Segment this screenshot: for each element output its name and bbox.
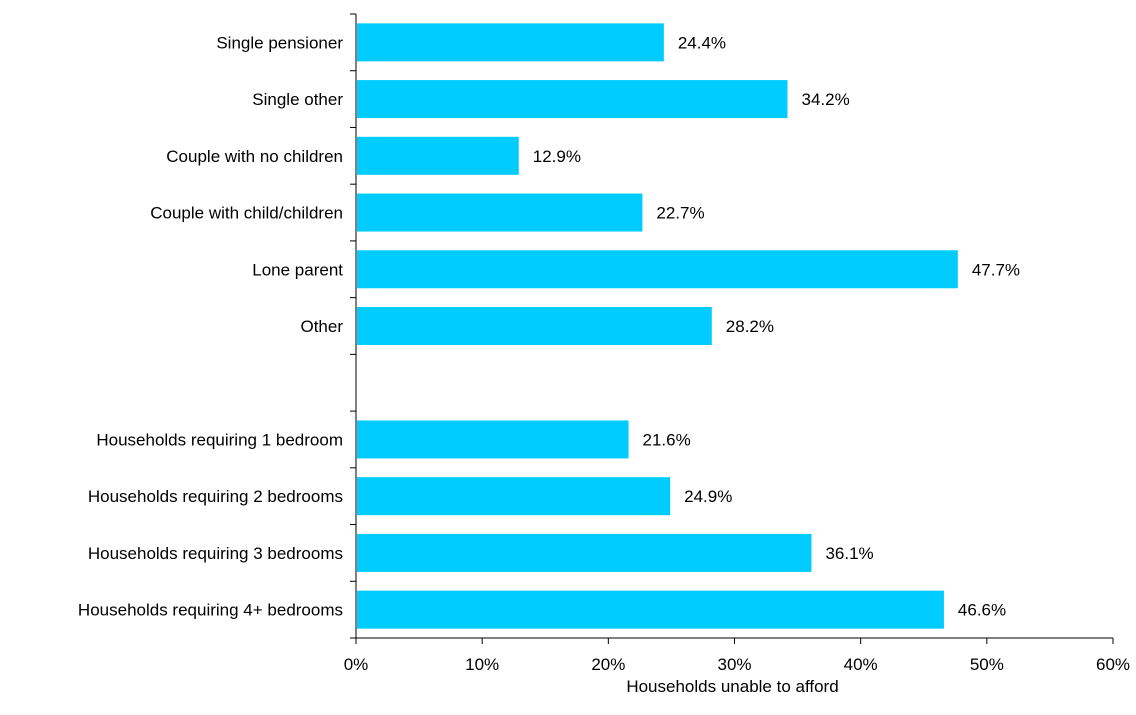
- bar: [357, 136, 519, 175]
- bar: [357, 250, 958, 289]
- category-label: Lone parent: [252, 260, 343, 279]
- data-label: 28.2%: [726, 317, 774, 336]
- bar: [357, 307, 712, 345]
- value-labels-group: 24.4% 34.2% 12.9% 22.7% 47.7% 28.2% 21.6% 24.9%…: [533, 33, 1020, 619]
- data-label: 22.7%: [656, 204, 704, 223]
- x-tick-label: 30%: [717, 655, 751, 674]
- category-label: Households requiring 4+ bedrooms: [78, 601, 343, 620]
- data-label: 47.7%: [972, 260, 1020, 279]
- category-label: Couple with no children: [166, 147, 343, 166]
- category-label: Households requiring 3 bedrooms: [88, 544, 343, 563]
- y-ticks-group: [350, 13, 356, 639]
- category-labels-group: Single pensioner Single other Couple with …: [78, 33, 343, 619]
- bar: [357, 23, 664, 62]
- category-label: Single other: [252, 90, 343, 109]
- category-label: Households requiring 1 bedroom: [96, 430, 343, 449]
- x-tick-label: 0%: [344, 655, 369, 674]
- x-tick-label: 60%: [1096, 655, 1130, 674]
- bar: [357, 533, 812, 572]
- bar: [357, 477, 671, 516]
- bars-group: [357, 23, 958, 629]
- data-label: 21.6%: [643, 430, 691, 449]
- data-label: 24.4%: [678, 33, 726, 52]
- data-label: 12.9%: [533, 147, 581, 166]
- x-tick-label: 40%: [844, 655, 878, 674]
- data-label: 34.2%: [801, 90, 849, 109]
- x-tick-label: 50%: [970, 655, 1004, 674]
- x-axis-title: Households unable to afford: [626, 677, 838, 696]
- data-label: 36.1%: [825, 544, 873, 563]
- bar: [357, 420, 629, 459]
- x-tick-label: 10%: [465, 655, 499, 674]
- data-label: 46.6%: [958, 601, 1006, 620]
- category-label: Couple with child/children: [150, 204, 343, 223]
- bar: [357, 590, 944, 629]
- category-label: Households requiring 2 bedrooms: [88, 487, 343, 506]
- category-label: Single pensioner: [216, 33, 343, 52]
- bar: [357, 193, 643, 232]
- x-tick-label: 20%: [591, 655, 625, 674]
- data-label: 24.9%: [684, 487, 732, 506]
- category-label: Other: [300, 317, 343, 336]
- bar: [357, 80, 788, 119]
- x-ticks-group: 0% 10% 20% 30% 40% 50% 60%: [344, 638, 1130, 674]
